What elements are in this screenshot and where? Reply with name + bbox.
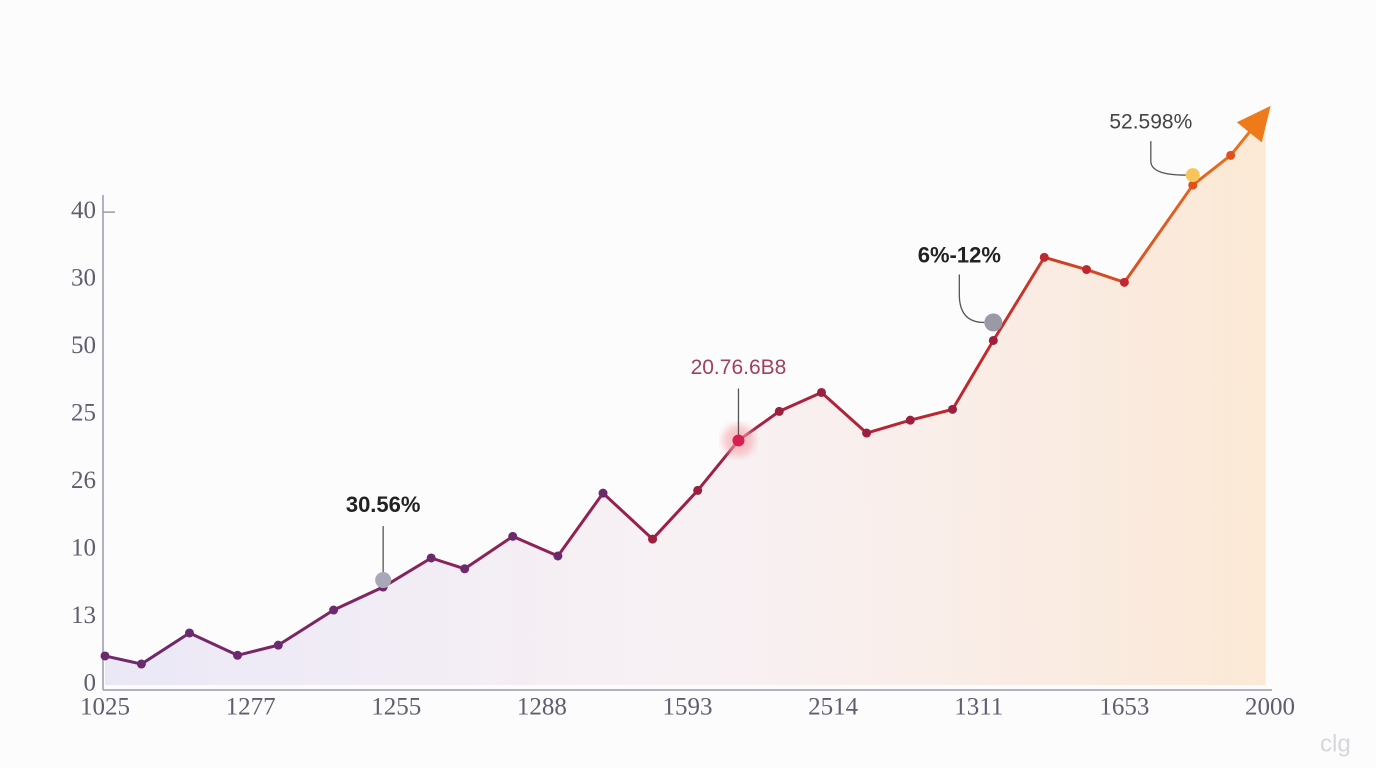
point xyxy=(426,553,436,563)
y-tick-label: 10 xyxy=(71,535,96,562)
y-tick-label: 25 xyxy=(71,400,96,427)
annotation-marker xyxy=(375,572,392,589)
point xyxy=(1082,265,1092,275)
annotation-marker xyxy=(1185,168,1200,183)
annotation-marker xyxy=(732,434,745,447)
point xyxy=(648,534,658,544)
watermark: clg xyxy=(1320,730,1351,757)
point xyxy=(100,651,110,661)
annotation: 20.76.6B8 xyxy=(691,356,787,379)
point xyxy=(460,564,470,574)
annotation: 30.56% xyxy=(346,492,421,517)
point xyxy=(1188,180,1198,190)
x-tick-label: 1593 xyxy=(663,694,713,721)
arrow-head xyxy=(1236,105,1271,143)
point xyxy=(553,551,563,561)
annotation-marker xyxy=(984,313,1003,332)
x-tick-label: 1311 xyxy=(954,694,1003,721)
point xyxy=(136,659,146,669)
y-tick-label: 26 xyxy=(71,467,96,494)
point xyxy=(1039,252,1049,262)
point xyxy=(1119,277,1129,287)
x-tick-label: 1653 xyxy=(1099,694,1149,721)
x-tick-label: 2514 xyxy=(808,694,859,721)
point xyxy=(233,650,243,660)
y-tick-label: 30 xyxy=(71,264,96,291)
point xyxy=(184,628,194,638)
point xyxy=(774,406,784,416)
x-tick-label: 2000 xyxy=(1245,694,1295,721)
y-tick-label: 50 xyxy=(71,332,96,359)
point xyxy=(329,605,339,615)
x-tick-label: 1277 xyxy=(226,694,276,721)
point xyxy=(988,335,998,345)
point xyxy=(598,488,608,498)
leader-line xyxy=(958,274,985,324)
annotation: 6%-12% xyxy=(918,242,1001,267)
area xyxy=(105,112,1266,685)
point xyxy=(862,428,872,438)
y-tick-label: 0 xyxy=(84,670,97,697)
annotation: 52.598% xyxy=(1109,111,1192,134)
point xyxy=(816,387,826,397)
point xyxy=(1226,150,1236,160)
x-tick-label: 1255 xyxy=(371,694,421,721)
point xyxy=(905,415,915,425)
x-tick-label: 1025 xyxy=(80,694,130,721)
x-tick-label: 1288 xyxy=(517,694,567,721)
leader-line xyxy=(1150,141,1186,176)
point xyxy=(948,404,958,414)
point xyxy=(693,485,703,495)
y-tick-label: 40 xyxy=(71,197,96,224)
y-tick-label: 13 xyxy=(71,602,96,629)
point xyxy=(273,640,283,650)
point xyxy=(508,531,518,541)
